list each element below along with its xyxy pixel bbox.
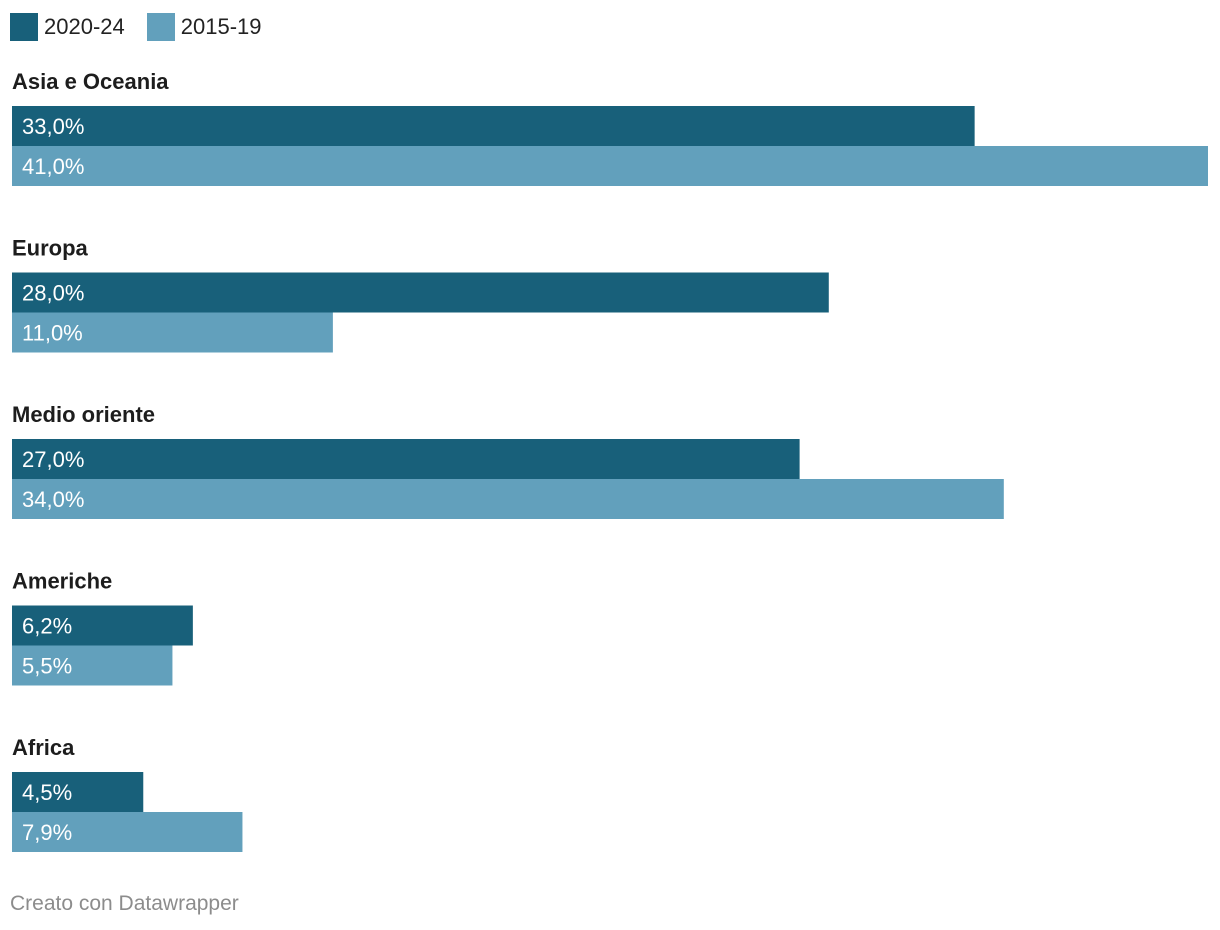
- bar-series-1: [12, 439, 800, 479]
- bar-series-1: [12, 272, 829, 313]
- bar-value-label: 41,0%: [22, 154, 84, 179]
- legend-item-series-2: 2015-19: [146, 13, 262, 41]
- legend-swatch-series-1: [10, 13, 38, 41]
- bar-series-1: [12, 605, 193, 646]
- footer-credit: Creato con Datawrapper: [10, 892, 239, 915]
- category-group: Europa 28,0% 11,0%: [12, 236, 829, 353]
- bar-value-label: 4,5%: [22, 780, 72, 805]
- bar-value-label: 34,0%: [22, 487, 84, 512]
- category-label: Africa: [12, 735, 75, 760]
- category-label: Asia e Oceania: [12, 69, 169, 94]
- legend-label-series-2: 2015-19: [180, 14, 262, 39]
- bar-series-1: [12, 106, 975, 146]
- chart-legend: 2020-24 2015-19: [10, 12, 262, 42]
- bar-value-label: 7,9%: [22, 820, 72, 845]
- bar-series-1: [12, 772, 144, 812]
- bar-series-2: [12, 479, 1004, 519]
- bar-value-label: 6,2%: [22, 614, 72, 639]
- legend-label-series-1: 2020-24: [44, 14, 125, 39]
- category-group: Americhe 6,2% 5,5%: [12, 569, 193, 686]
- bar-value-label: 33,0%: [22, 114, 84, 139]
- bar-value-label: 27,0%: [22, 447, 84, 472]
- bar-series-2: [12, 812, 243, 852]
- bar-chart: Asia e Oceania 33,0% 41,0% Europa 28,0% 11,0%…: [12, 69, 1208, 852]
- bar-series-2: [12, 645, 173, 686]
- bar-series-2: [12, 312, 333, 353]
- category-label: Europa: [12, 236, 89, 261]
- bar-value-label: 5,5%: [22, 654, 72, 679]
- category-group: Africa 4,5% 7,9%: [12, 735, 243, 852]
- bar-value-label: 11,0%: [22, 321, 83, 346]
- legend-item-series-1: 2020-24: [10, 13, 125, 41]
- category-group: Asia e Oceania 33,0% 41,0%: [12, 69, 1208, 186]
- category-group: Medio oriente 27,0% 34,0%: [12, 402, 1004, 519]
- bar-series-2: [12, 146, 1208, 186]
- legend-swatch-series-2: [146, 13, 175, 41]
- category-label: Americhe: [12, 569, 112, 594]
- bar-value-label: 28,0%: [22, 281, 84, 306]
- category-label: Medio oriente: [12, 402, 155, 427]
